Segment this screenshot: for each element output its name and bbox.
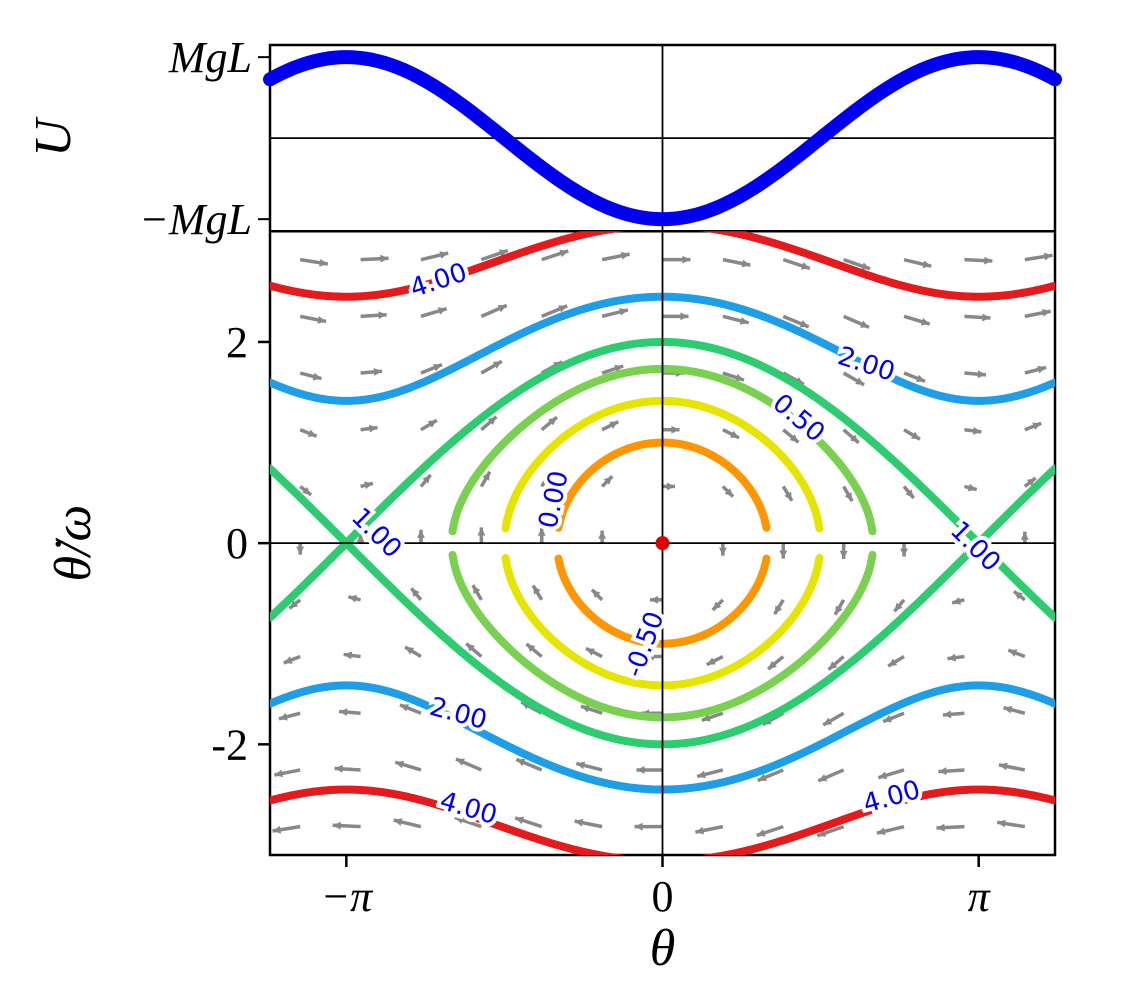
- flow-arrow-head: [671, 426, 679, 434]
- contour-label: 4.00: [406, 258, 470, 304]
- contour-label: 2.00: [426, 692, 490, 736]
- flow-arrow-head: [559, 250, 568, 257]
- top-ytick-label: −MgL: [139, 195, 252, 244]
- flow-arrow-head: [801, 262, 810, 269]
- ytick-label: -2: [211, 720, 248, 769]
- flow-arrow-head: [635, 823, 643, 831]
- flow-arrow-head: [477, 527, 485, 535]
- fixed-point-center: [656, 536, 670, 550]
- flow-arrow-head: [682, 256, 690, 264]
- flow-arrow-head: [581, 705, 590, 712]
- flow-arrow-head: [943, 710, 951, 718]
- flow-arrow-head: [982, 314, 990, 322]
- contour-label: 4.00: [436, 786, 500, 831]
- flow-arrow-head: [374, 368, 382, 376]
- flow-arrow-head: [936, 824, 944, 832]
- contour-label: 4.00: [860, 775, 924, 820]
- xtick-label: −π: [320, 872, 374, 921]
- xtick-label: 0: [652, 872, 674, 921]
- flow-arrow-head: [680, 312, 688, 320]
- flow-arrow-head: [1021, 532, 1029, 540]
- flow-arrow-head: [984, 257, 992, 265]
- flow-arrow-head: [515, 817, 524, 824]
- flow-arrow-head: [900, 548, 908, 556]
- flow-arrow-head: [667, 483, 675, 491]
- flow-arrow-head: [378, 311, 386, 319]
- flow-arrow-head: [719, 548, 727, 556]
- ytick-label: 2: [226, 318, 248, 367]
- flow-arrow-head: [840, 551, 848, 559]
- flow-arrow-head: [636, 766, 644, 774]
- contour-label-group: 2.002.00: [426, 692, 490, 736]
- phase-plot: 4.004.002.002.000.500.500.000.00-0.50-0.…: [270, 225, 1055, 861]
- flow-arrow-head: [735, 374, 744, 381]
- flow-arrow-head: [978, 370, 986, 378]
- contour-label-group: 2.002.00: [834, 341, 898, 387]
- ytick-label: 0: [226, 519, 248, 568]
- flow-arrow-head: [333, 822, 341, 830]
- contour-label-group: 4.004.00: [860, 775, 924, 820]
- flow-arrow-head: [779, 551, 787, 559]
- flow-arrow-head: [861, 262, 870, 269]
- ylabel-group: θ̇/ω: [45, 505, 102, 582]
- flow-arrow-head: [757, 829, 766, 836]
- top-ylabel: U: [25, 116, 82, 157]
- xtick-label: π: [968, 872, 992, 921]
- flow-arrow-head: [339, 708, 347, 716]
- flow-arrow-head: [380, 255, 388, 263]
- xlabel: θ: [650, 920, 676, 977]
- contour-label-group: 4.004.00: [436, 786, 500, 831]
- flow-arrow-head: [417, 530, 425, 538]
- ylabel: θ̇/ω: [45, 505, 102, 582]
- flow-arrow-head: [296, 547, 304, 555]
- contour-label-group: 0.000.00: [533, 468, 574, 531]
- flow-arrow-head: [598, 531, 606, 539]
- contour-label: 0.00: [533, 468, 574, 531]
- flow-arrow-head: [335, 765, 343, 773]
- flow-arrow-head: [650, 596, 658, 604]
- top-ytick-label: MgL: [168, 33, 252, 82]
- flow-arrow-head: [938, 767, 946, 775]
- contour-label: 2.00: [834, 341, 898, 387]
- contour-label-group: 4.004.00: [406, 258, 470, 304]
- flow-arrow-head: [538, 528, 546, 536]
